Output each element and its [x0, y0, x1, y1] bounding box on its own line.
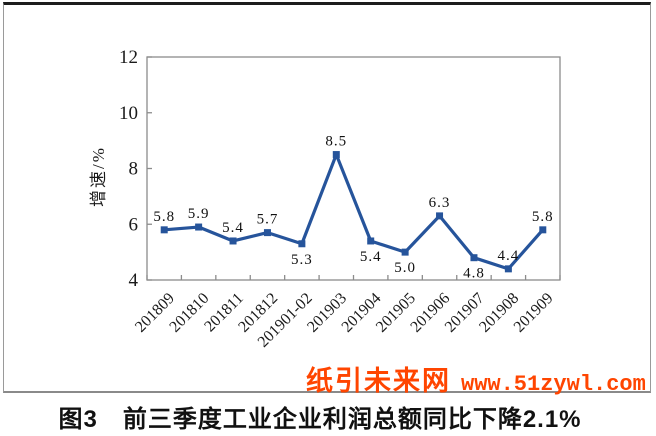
- watermark-url: www.51zywl.com: [461, 372, 646, 397]
- data-point-label: 4.4: [498, 248, 520, 264]
- y-axis-tick-label: 12: [119, 47, 138, 68]
- watermark: 纸引未来网 www.51zywl.com: [306, 368, 646, 396]
- line-chart-canvas: 4681012201809201810201811201812201901-02…: [89, 47, 561, 351]
- data-point-marker: [298, 240, 306, 248]
- data-point-marker: [263, 229, 271, 237]
- data-point-marker: [367, 237, 375, 245]
- data-point-label: 5.8: [532, 209, 554, 225]
- data-point-label: 5.4: [222, 220, 244, 236]
- data-point-marker: [332, 151, 340, 159]
- plot-area-border: [146, 56, 561, 281]
- watermark-site-name: 纸引未来网: [306, 366, 451, 396]
- data-point-label: 4.8: [463, 266, 485, 282]
- line-series: [164, 152, 544, 271]
- figure-caption: 图3 前三季度工业企业利润总额同比下降2.1%: [58, 406, 582, 433]
- data-point-label: 5.8: [153, 209, 175, 225]
- y-axis-title: 增速/%: [89, 146, 108, 207]
- y-axis-tick-label: 6: [129, 214, 139, 235]
- data-point-marker: [539, 226, 547, 234]
- data-point-label: 5.4: [360, 249, 382, 265]
- x-axis-label: 201909: [511, 290, 557, 336]
- data-point-label: 8.5: [325, 134, 347, 150]
- data-point-label: 5.9: [188, 206, 210, 222]
- y-axis-tick-label: 4: [129, 270, 139, 291]
- data-point-label: 5.7: [257, 212, 279, 228]
- data-point-label: 5.3: [291, 252, 313, 268]
- data-point-marker: [229, 237, 237, 245]
- data-point-label: 6.3: [429, 195, 451, 211]
- data-point-marker: [160, 226, 168, 234]
- data-point-marker: [195, 223, 203, 231]
- data-point-label: 5.0: [394, 260, 416, 276]
- data-point-marker: [401, 248, 409, 256]
- data-point-marker: [504, 265, 512, 273]
- data-point-marker: [436, 212, 444, 220]
- data-point-marker: [470, 254, 478, 262]
- y-axis-tick-label: 10: [119, 103, 138, 124]
- y-axis-tick-label: 8: [129, 159, 139, 180]
- chart-frame: 4 6 8 10 12 201809 201810 201811 201812 201901-02…: [3, 2, 651, 393]
